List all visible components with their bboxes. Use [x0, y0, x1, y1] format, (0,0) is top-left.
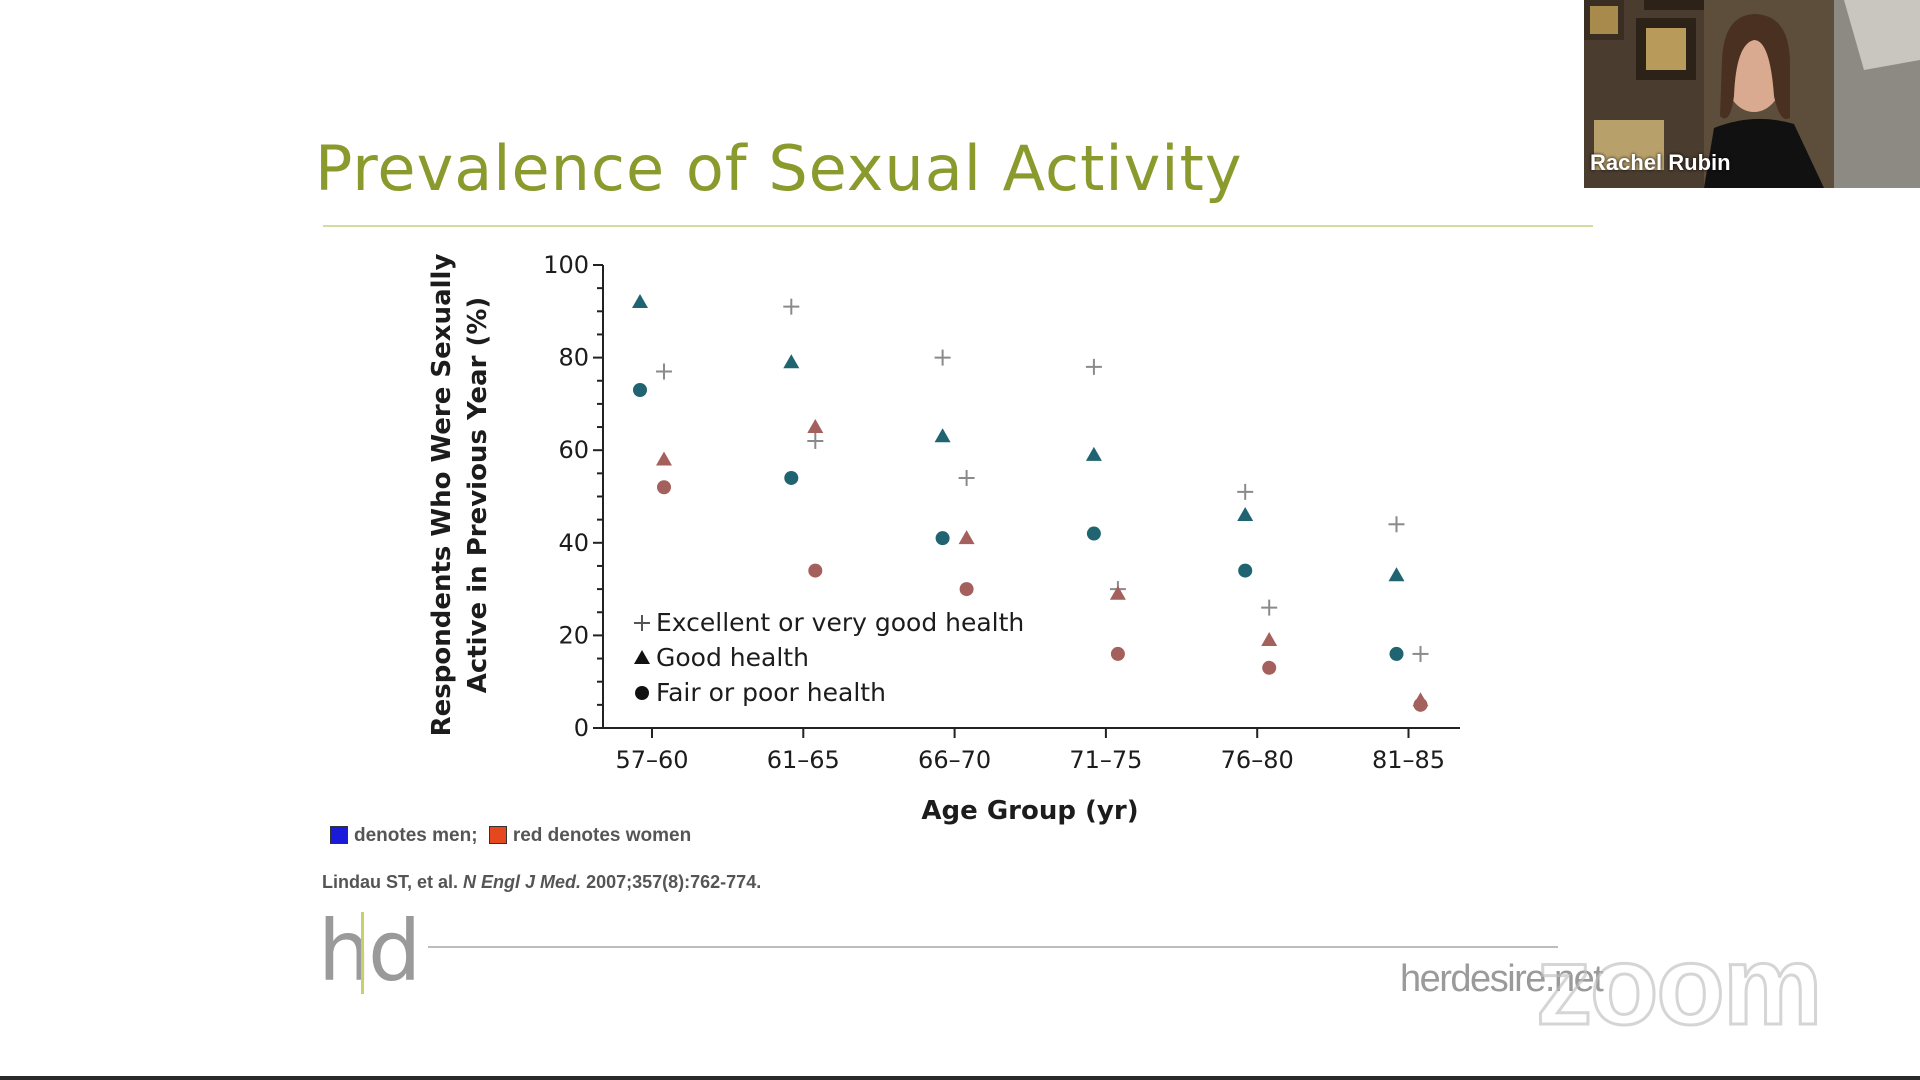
- point-good-women: [807, 419, 824, 434]
- point-fair_poor-men: [633, 383, 647, 398]
- y-axis-title-line: Respondents Who Were Sexually: [427, 254, 457, 737]
- participant-video-feed: [1584, 0, 1920, 188]
- chart-legend: Excellent or very good health Good health…: [634, 608, 1024, 707]
- point-excellent-men: [783, 298, 800, 315]
- women-color-swatch: [488, 826, 507, 844]
- legend-label: Fair or poor health: [656, 678, 886, 707]
- point-good-women: [1261, 632, 1278, 647]
- y-tick-label: 20: [558, 621, 589, 649]
- x-tick-label: 66–70: [918, 746, 991, 774]
- point-excellent-women: [1261, 599, 1278, 616]
- scatter-chart: 0 20 40 60 80 100 57–60 61–65 66–70 71–75 76–80 81–…: [427, 251, 1460, 826]
- legend-label: Good health: [656, 643, 809, 672]
- point-excellent-men: [934, 349, 951, 366]
- svg-text:d: d: [368, 902, 418, 996]
- y-tick-label: 100: [543, 251, 589, 279]
- point-fair_poor-women: [1413, 697, 1428, 712]
- point-fair_poor-women: [808, 563, 823, 578]
- point-good-women: [958, 530, 975, 545]
- point-fair_poor-women: [1110, 646, 1125, 661]
- x-tick-label: 57–60: [615, 746, 688, 774]
- legend-marker-plus: [634, 615, 650, 631]
- x-tick-label: 81–85: [1372, 746, 1445, 774]
- point-good-men: [1237, 507, 1254, 522]
- y-tick-label: 0: [574, 714, 589, 742]
- x-tick-label: 61–65: [767, 746, 840, 774]
- women-label: red denotes women: [512, 825, 692, 846]
- point-excellent-women: [656, 363, 672, 380]
- y-tick-label: 40: [558, 529, 589, 557]
- point-excellent-women: [1412, 645, 1429, 662]
- point-fair_poor-men: [1238, 563, 1253, 578]
- citation-details: 2007;357(8):762-774.: [586, 872, 762, 892]
- citation-authors: Lindau ST, et al.: [322, 872, 459, 892]
- point-fair_poor-women: [657, 480, 671, 495]
- footer-divider: [428, 946, 1558, 948]
- legend-marker-circle: [635, 686, 649, 700]
- point-good-men: [783, 354, 800, 369]
- point-good-women: [656, 451, 672, 466]
- point-fair_poor-women: [1262, 660, 1277, 675]
- men-label: denotes men;: [354, 825, 478, 846]
- point-excellent-men: [1237, 483, 1254, 500]
- point-fair_poor-men: [1389, 646, 1404, 661]
- window-bottom-edge: [0, 1076, 1920, 1080]
- slide-title: Prevalence of Sexual Activity: [315, 132, 1243, 205]
- title-divider: [323, 225, 1593, 227]
- legend-label: Excellent or very good health: [656, 608, 1024, 637]
- x-tick-label: 76–80: [1221, 746, 1294, 774]
- zoom-watermark: zoom: [1534, 923, 1823, 1048]
- y-tick-label: 80: [558, 344, 589, 372]
- y-tick-label: 60: [558, 436, 589, 464]
- participant-name: Rachel Rubin: [1590, 150, 1731, 175]
- point-good-men: [632, 294, 648, 309]
- x-tick-label: 71–75: [1069, 746, 1142, 774]
- citation-journal: N Engl J Med.: [463, 872, 582, 892]
- point-fair_poor-men: [784, 470, 799, 485]
- point-excellent-men: [1085, 358, 1102, 375]
- color-legend-note: denotes men; red denotes women: [330, 825, 691, 847]
- y-axis-title: Respondents Who Were Sexually Active in P…: [427, 254, 493, 737]
- y-axis-title-line: Active in Previous Year (%): [463, 297, 493, 694]
- men-color-swatch: [330, 826, 348, 844]
- point-good-women: [1109, 585, 1126, 600]
- hd-logo-icon: h d: [318, 902, 418, 996]
- citation: Lindau ST, et al. N Engl J Med. 2007;357…: [322, 872, 761, 893]
- x-axis-title: Age Group (yr): [921, 796, 1138, 826]
- site-url: herdesire.net: [1400, 958, 1604, 1000]
- point-excellent-men: [1388, 516, 1405, 533]
- chart-marks: [632, 294, 1429, 712]
- point-fair_poor-men: [1086, 526, 1101, 541]
- point-fair_poor-women: [959, 582, 974, 597]
- point-excellent-women: [807, 432, 824, 449]
- point-good-men: [1085, 446, 1102, 461]
- point-fair_poor-men: [935, 531, 950, 546]
- point-excellent-women: [958, 469, 975, 486]
- point-good-men: [934, 428, 951, 443]
- point-good-men: [1388, 567, 1405, 582]
- participant-video-tile[interactable]: Rachel Rubin: [1584, 0, 1920, 188]
- chart-axes: 0 20 40 60 80 100 57–60 61–65 66–70 71–75 76–80 81–…: [427, 251, 1460, 826]
- legend-marker-triangle: [634, 650, 650, 664]
